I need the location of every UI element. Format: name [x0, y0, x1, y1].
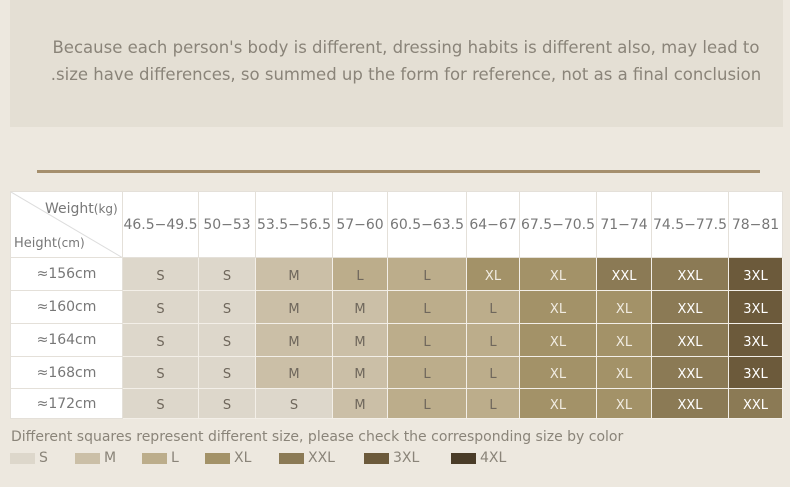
weight-text: Weight: [45, 201, 94, 217]
height-text: Height: [14, 236, 57, 251]
legend-label: 3XL: [393, 450, 420, 466]
size-cell: L: [388, 291, 467, 324]
size-cell: XXL: [652, 324, 729, 357]
size-cell: M: [333, 324, 388, 357]
legend-swatch: [142, 453, 167, 464]
size-cell: L: [333, 258, 388, 291]
size-table: Weight(kg) Height(cm) 46.5−49.5 50−53 53.5−5…: [10, 191, 783, 419]
size-cell: S: [199, 324, 256, 357]
legend-swatch: [279, 453, 304, 464]
legend-note: Different squares represent different si…: [11, 429, 624, 445]
size-cell: XXL: [652, 291, 729, 324]
size-cell: S: [123, 357, 199, 389]
legend-swatch: [451, 453, 476, 464]
weight-range: 53.5−56.5: [256, 192, 333, 258]
weight-range: 74.5−77.5: [652, 192, 729, 258]
size-cell: M: [256, 324, 333, 357]
size-cell: M: [333, 357, 388, 389]
size-cell: L: [388, 324, 467, 357]
weight-label: Weight(kg): [45, 201, 118, 217]
size-cell: S: [256, 389, 333, 419]
size-cell: S: [199, 357, 256, 389]
size-cell: XXL: [597, 258, 652, 291]
weight-range: 71−74: [597, 192, 652, 258]
legend-swatch: [10, 453, 35, 464]
size-cell: S: [123, 389, 199, 419]
legend-label: L: [171, 450, 179, 466]
size-cell: XL: [520, 291, 597, 324]
size-cell: L: [388, 389, 467, 419]
weight-unit: (kg): [93, 202, 118, 216]
size-cell: M: [256, 291, 333, 324]
diagonal-line: [11, 192, 122, 257]
size-cell: XXL: [729, 389, 783, 419]
size-cell: XXL: [652, 357, 729, 389]
corner-diagonal: [11, 192, 122, 257]
size-cell: XXL: [652, 258, 729, 291]
size-cell: M: [256, 258, 333, 291]
size-cell: L: [388, 258, 467, 291]
divider: [37, 170, 760, 173]
size-cell: M: [256, 357, 333, 389]
size-cell: S: [123, 258, 199, 291]
weight-range: 67.5−70.5: [520, 192, 597, 258]
size-cell: XL: [467, 258, 520, 291]
legend-label: XXL: [308, 450, 335, 466]
weight-range: 57−60: [333, 192, 388, 258]
height-range: ≈168cm: [11, 357, 123, 389]
size-cell: XL: [597, 389, 652, 419]
corner-cell: Weight(kg) Height(cm): [11, 192, 123, 258]
size-cell: L: [467, 357, 520, 389]
height-range: ≈172cm: [11, 389, 123, 419]
size-cell: L: [467, 291, 520, 324]
size-cell: 3XL: [729, 291, 783, 324]
size-cell: S: [199, 258, 256, 291]
size-cell: XL: [520, 324, 597, 357]
legend-label: M: [104, 450, 117, 466]
intro-panel: [10, 0, 783, 127]
size-cell: XL: [520, 357, 597, 389]
size-cell: L: [467, 324, 520, 357]
size-cell: XL: [597, 291, 652, 324]
intro-line: Because each person's body is different,…: [52, 38, 760, 57]
height-label: Height(cm): [14, 236, 85, 251]
legend-swatch: [364, 453, 389, 464]
weight-range: 46.5−49.5: [123, 192, 199, 258]
size-cell: XXL: [652, 389, 729, 419]
size-cell: XL: [597, 324, 652, 357]
weight-range: 50−53: [199, 192, 256, 258]
legend-label: S: [39, 450, 48, 466]
size-cell: M: [333, 389, 388, 419]
height-range: ≈164cm: [11, 324, 123, 357]
size-cell: 3XL: [729, 258, 783, 291]
size-cell: S: [123, 324, 199, 357]
height-unit: (cm): [56, 236, 85, 250]
weight-range: 78−81: [729, 192, 783, 258]
legend-label: XL: [234, 450, 252, 466]
weight-range: 64−67: [467, 192, 520, 258]
size-cell: L: [467, 389, 520, 419]
height-range: ≈160cm: [11, 291, 123, 324]
size-cell: M: [333, 291, 388, 324]
size-cell: S: [123, 291, 199, 324]
size-cell: L: [388, 357, 467, 389]
intro-line: .size have differences, so summed up the…: [50, 65, 762, 84]
height-range: ≈156cm: [11, 258, 123, 291]
size-cell: S: [199, 389, 256, 419]
size-cell: XL: [597, 357, 652, 389]
legend-swatch: [75, 453, 100, 464]
size-cell: S: [199, 291, 256, 324]
legend-swatch: [205, 453, 230, 464]
weight-range: 60.5−63.5: [388, 192, 467, 258]
legend-label: 4XL: [480, 450, 507, 466]
size-cell: XL: [520, 258, 597, 291]
size-cell: XL: [520, 389, 597, 419]
size-cell: 3XL: [729, 324, 783, 357]
size-cell: 3XL: [729, 357, 783, 389]
